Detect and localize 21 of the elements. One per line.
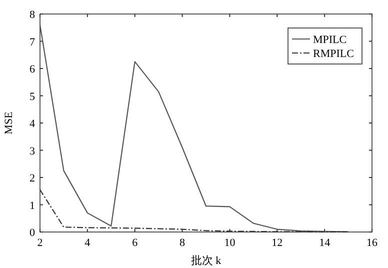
x-tick-label: 12: [272, 237, 283, 249]
x-axis-title: 批次 k: [190, 255, 222, 267]
x-tick-label: 14: [319, 237, 331, 249]
x-tick-label: 8: [180, 237, 186, 249]
x-tick-label: 2: [37, 237, 43, 249]
legend-label: MPILC: [313, 34, 347, 46]
x-tick-label: 16: [366, 237, 378, 249]
y-tick-label: 6: [30, 64, 36, 76]
x-tick-label: 4: [84, 237, 91, 249]
legend-label: RMPILC: [313, 48, 354, 60]
x-tick-label: 6: [132, 237, 138, 249]
y-tick-label: 4: [30, 118, 36, 130]
y-tick-label: 3: [30, 145, 36, 158]
y-tick-label: 0: [30, 227, 36, 239]
x-tick-label: 10: [224, 237, 236, 249]
y-tick-label: 8: [30, 9, 36, 21]
y-axis-title: MSE: [3, 111, 15, 134]
y-tick-label: 1: [30, 200, 35, 212]
y-tick-label: 2: [30, 172, 35, 184]
y-tick-label: 7: [30, 36, 36, 48]
y-tick-label: 5: [30, 90, 36, 103]
